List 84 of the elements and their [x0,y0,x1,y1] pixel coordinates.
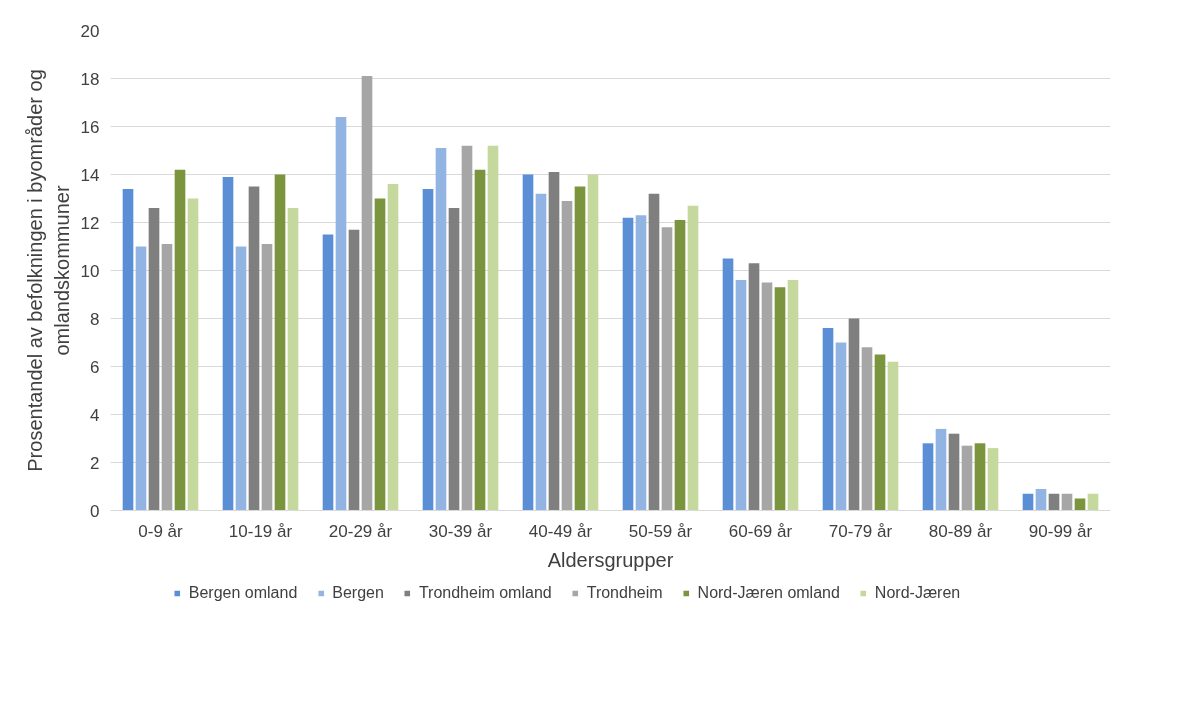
bar [787,280,799,511]
bar [174,169,186,511]
bar [461,145,473,511]
bar [274,174,286,511]
bar [122,188,134,511]
bar [622,217,634,511]
bar [348,229,360,511]
bar [661,227,673,511]
x-tick-label: 40-49 år [528,521,593,541]
y-tick-label: 8 [90,309,100,329]
bar [422,188,434,511]
bar [135,246,147,511]
bar [835,342,847,511]
bar [648,193,660,511]
bar [361,76,373,511]
x-tick-label: 80-89 år [928,521,993,541]
legend-label: Nord-Jæren omland [697,584,840,602]
bar [961,445,973,511]
bar [548,172,560,511]
x-tick-label: 60-69 år [728,521,793,541]
bar [574,186,586,511]
bar [435,148,447,511]
bar [587,174,599,511]
bar [1035,488,1047,511]
legend-label: Bergen omland [188,584,298,602]
bar [222,176,234,511]
bar [974,443,986,511]
bar [774,287,786,511]
x-tick-label: 50-59 år [628,521,693,541]
y-tick-label: 4 [90,405,100,425]
y-tick-label: 10 [80,261,100,281]
bar [822,328,834,511]
bar [861,347,873,511]
bar [735,280,747,511]
y-tick-label: 14 [80,165,100,185]
bar [322,234,334,511]
y-tick-label: 2 [90,453,100,473]
bar [148,208,160,511]
bar [287,208,299,511]
y-tick-label: 16 [80,117,100,137]
bar [722,258,734,511]
legend-label: Trondheim [586,584,663,602]
legend-label: Trondheim omland [418,584,552,602]
bar [761,282,773,511]
legend-label: Bergen [332,584,384,602]
y-axis-title: Prosentandel av befolkningen i byområder og omlandskommuner [24,69,73,472]
bar [848,318,860,511]
bar [948,433,960,511]
x-axis-title: Aldersgrupper [547,548,674,571]
bar [987,448,999,511]
x-tick-label: 70-79 år [828,521,893,541]
y-tick-label: 20 [80,21,100,41]
bar [535,193,547,511]
x-tick-label: 20-29 år [328,521,393,541]
y-tick-label: 18 [80,69,100,89]
bar [248,186,260,511]
bar [374,198,386,511]
bar [887,361,899,511]
bar [448,208,460,511]
bar [187,198,199,511]
x-tick-label: 0-9 år [138,521,184,541]
bar [674,220,686,511]
x-tick-label: 10-19 år [228,521,293,541]
bar [687,205,699,511]
bar [387,184,399,511]
bar [235,246,247,511]
bar [161,244,173,511]
bar [487,145,499,511]
bar [935,428,947,511]
bar [922,443,934,511]
bar [474,169,486,511]
bar [561,200,573,511]
legend-label: Nord-Jæren [874,584,961,602]
bar [335,116,347,511]
bar [874,354,886,511]
x-tick-label: 90-99 år [1028,521,1093,541]
x-tick-label: 30-39 år [428,521,493,541]
bar [261,244,273,511]
y-tick-label: 6 [90,357,100,377]
y-tick-label: 12 [80,213,100,233]
bar [635,215,647,511]
bar [522,174,534,511]
y-tick-label: 0 [90,501,100,521]
bar [748,263,760,511]
